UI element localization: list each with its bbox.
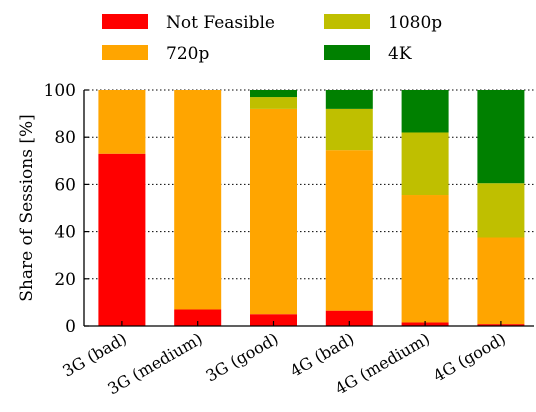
legend: Not Feasible 720p 1080p 4K <box>102 13 442 64</box>
bar-4g-good-720p <box>477 237 525 325</box>
gridlines <box>84 89 534 280</box>
y-tick-label-100: 100 <box>44 81 76 101</box>
x-tick-label-4g-good: 4G (good) <box>430 329 509 386</box>
y-tick-labels: 0 20 40 60 80 100 <box>44 81 76 337</box>
legend-item-720p: 720p <box>102 44 209 64</box>
bars <box>98 90 525 326</box>
legend-label-not-feasible: Not Feasible <box>166 13 275 33</box>
legend-label-720p: 720p <box>166 44 209 64</box>
legend-label-1080p: 1080p <box>388 13 442 33</box>
y-tick-label-0: 0 <box>65 317 76 337</box>
bar-4g-bad-1080p <box>325 108 373 151</box>
y-tick-label-80: 80 <box>54 128 76 148</box>
bar-4g-good-1080p <box>477 183 525 238</box>
legend-swatch-not-feasible <box>102 14 148 29</box>
legend-swatch-720p <box>102 45 148 60</box>
bar-3g-good-4k <box>250 90 297 98</box>
y-tick-label-40: 40 <box>54 223 76 243</box>
bar-3g-medium-720p <box>174 90 222 310</box>
bar-4g-good-4k <box>477 90 525 184</box>
y-tick-label-60: 60 <box>54 175 76 195</box>
bar-4g-medium-720p <box>401 195 449 323</box>
bar-3g-good-1080p <box>250 97 297 109</box>
legend-item-4k: 4K <box>324 44 412 64</box>
legend-label-4k: 4K <box>388 44 412 64</box>
bar-3g-bad-not-feasible <box>98 153 146 326</box>
legend-item-not-feasible: Not Feasible <box>102 13 275 33</box>
bar-4g-bad-720p <box>325 150 373 311</box>
bar-4g-bad-4k <box>325 90 373 109</box>
y-tick-label-20: 20 <box>54 270 76 290</box>
bar-3g-good-not-feasible <box>250 314 297 326</box>
bar-3g-medium-not-feasible <box>174 309 222 326</box>
y-axis-label: Share of Sessions [%] <box>17 114 37 302</box>
bar-4g-medium-1080p <box>401 132 449 196</box>
bar-3g-bad-720p <box>98 90 146 154</box>
bar-4g-bad-not-feasible <box>325 310 373 326</box>
legend-swatch-1080p <box>324 14 370 29</box>
x-tick-label-3g-good: 3G (good) <box>202 329 281 386</box>
bar-4g-medium-4k <box>401 90 449 133</box>
x-tick-labels: 3G (bad)3G (medium)3G (good) 4G (bad)4G (… <box>59 329 509 398</box>
axes <box>83 89 534 327</box>
bar-3g-good-720p <box>250 108 297 315</box>
legend-swatch-4k <box>324 45 370 60</box>
legend-item-1080p: 1080p <box>324 13 442 33</box>
